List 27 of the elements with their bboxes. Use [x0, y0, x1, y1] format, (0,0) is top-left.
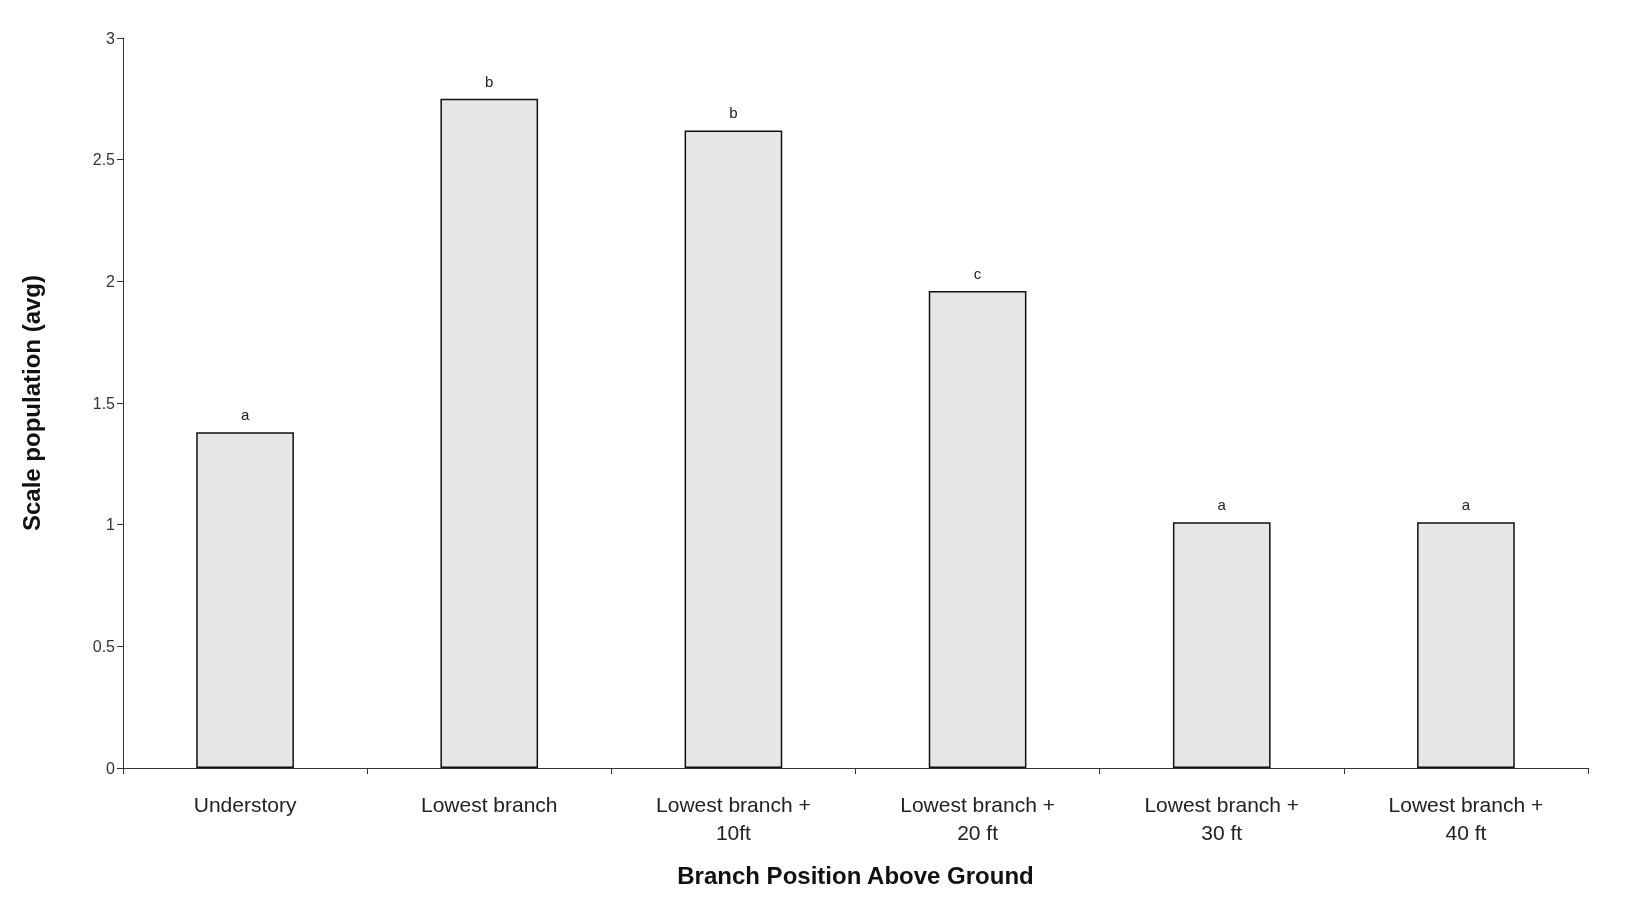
y-tick-label: 0.5 [92, 637, 116, 655]
x-tick-label: Lowest branch [420, 792, 558, 816]
y-tick-label: 2.5 [92, 151, 116, 169]
bar [196, 432, 294, 768]
annotation: c [973, 265, 982, 283]
y-tick-label: 2 [106, 272, 116, 290]
annotation: a [1461, 496, 1471, 514]
y-tick-label: 3 [106, 29, 116, 47]
bar [440, 98, 539, 768]
x-tick-label: Lowest branch + 20 ft [900, 792, 1055, 844]
y-tick-label: 1.5 [92, 394, 116, 412]
annotation: a [1217, 496, 1227, 514]
y-axis-title: Scale population (avg) [17, 274, 45, 532]
x-tick-label: Lowest branch + 40 ft [1388, 792, 1544, 844]
bar [928, 291, 1027, 768]
x-axis-title: Branch Position Above Ground [677, 861, 1034, 889]
x-tick-label: Lowest branch + 30 ft [1144, 792, 1300, 844]
annotation: b [729, 104, 738, 122]
bar [1417, 522, 1515, 768]
bar [684, 130, 783, 768]
y-tick-label: 0 [106, 759, 116, 777]
annotation: b [485, 72, 494, 90]
annotation: a [240, 406, 250, 424]
x-tick-label: Lowest branch + 10ft [656, 792, 811, 844]
y-tick-label: 1 [106, 516, 116, 534]
bar [1172, 522, 1271, 768]
x-tick-label: Understory [193, 792, 297, 816]
